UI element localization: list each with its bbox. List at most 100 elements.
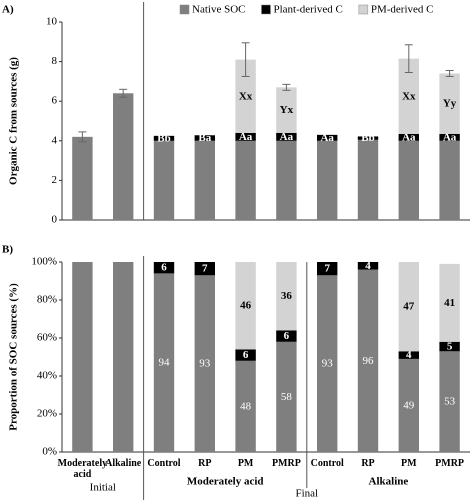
x-tick-label: RP [198, 458, 212, 469]
significance-letter: Yy [443, 98, 457, 110]
y-tick-label: 0% [42, 446, 57, 458]
bar-segment [153, 273, 175, 452]
bar-segment [398, 358, 419, 452]
bar-segment [439, 140, 460, 220]
bar-segment [276, 341, 297, 452]
bar-segment [194, 275, 215, 452]
bar-segment [153, 140, 175, 220]
bar-segment [439, 341, 460, 352]
value-label: 6 [284, 330, 290, 342]
value-label: 5 [447, 341, 453, 353]
bar-segment [153, 135, 175, 141]
bar-segment [439, 133, 460, 141]
group-label: Alkaline [369, 476, 409, 488]
y-tick-label: 80% [37, 294, 57, 306]
bar-segment [398, 262, 419, 352]
y-tick-label: 20% [37, 408, 57, 420]
x-tick-label: Control [147, 458, 181, 469]
y-tick-label: 10 [46, 16, 58, 28]
bar-segment [357, 139, 379, 220]
legend-swatch [358, 4, 369, 15]
value-label: 93 [322, 358, 334, 370]
bar-segment [317, 140, 338, 220]
value-label: 58 [281, 391, 293, 403]
value-label: 4 [406, 349, 412, 361]
value-label: 7 [324, 263, 330, 275]
significance-letter: Ba [198, 132, 211, 144]
value-label: 96 [363, 355, 375, 367]
value-label: 6 [161, 262, 167, 274]
significance-letter: Aa [239, 131, 253, 143]
value-label: 53 [444, 396, 456, 408]
y-tick-label: 60% [37, 332, 57, 344]
bar-segment [398, 140, 419, 220]
bar-segment [439, 351, 460, 452]
bar-segment [357, 269, 379, 452]
bar-segment [276, 132, 297, 141]
value-label: 49 [403, 399, 415, 411]
value-label: 93 [199, 358, 211, 370]
legend-label: Native SOC [192, 4, 245, 16]
value-label: 94 [159, 357, 171, 369]
x-tick-label: Moderately acid [57, 458, 108, 480]
bar-segment [439, 73, 460, 134]
bar-segment [235, 59, 256, 133]
y-tick-label: 4 [52, 134, 58, 146]
legend-label: PM-derived C [371, 4, 434, 16]
bar-segment [276, 140, 297, 220]
bar-segment [113, 262, 134, 452]
y-tick-label: 100% [31, 256, 57, 268]
legend-label: Plant-derived C [273, 4, 342, 16]
bar-segment [317, 275, 338, 452]
y-tick-label: 6 [52, 95, 58, 107]
significance-letter: Aa [320, 132, 334, 144]
bar-segment [317, 262, 338, 276]
x-tick-label: Control [310, 458, 344, 469]
value-label: 7 [202, 263, 208, 275]
significance-letter: Aa [280, 131, 294, 143]
significance-letter: Xx [239, 90, 253, 102]
bar-segment [194, 135, 215, 141]
value-label: 47 [403, 301, 415, 313]
bar-segment [276, 262, 297, 331]
significance-letter: Aa [443, 131, 457, 143]
x-tick-label: PM [237, 458, 254, 469]
significance-letter: Bb [157, 132, 170, 144]
x-tick-label: Alkaline [105, 458, 142, 469]
group-label: Moderately acid [187, 476, 264, 488]
x-tick-label: PMRP [271, 458, 301, 469]
bar-segment [398, 58, 419, 134]
bar-segment [357, 262, 379, 270]
y-tick-label: 8 [52, 55, 58, 67]
bar-segment [235, 349, 256, 361]
group-label: Final [295, 488, 318, 500]
legend-swatch [179, 4, 190, 15]
legend-swatch [261, 4, 271, 15]
bar-segment [317, 134, 338, 141]
x-tick-label: PMRP [435, 458, 465, 469]
value-label: 41 [444, 297, 455, 309]
significance-letter: Bb [361, 132, 374, 144]
bar-segment [276, 330, 297, 342]
value-label: 4 [365, 260, 371, 272]
y-axis-title: Organic C from sources (g) [8, 57, 20, 185]
bar-segment [357, 136, 379, 140]
y-axis-title: Proportion of SOC sources (%) [8, 283, 20, 431]
y-tick-label: 40% [37, 370, 57, 382]
bar-segment [194, 262, 215, 276]
bar-segment [398, 133, 419, 141]
bar-segment [235, 132, 256, 141]
significance-letter: Yx [280, 104, 294, 116]
bar-segment [113, 93, 134, 220]
x-tick-label: PM [401, 458, 417, 469]
y-tick-label: 2 [52, 174, 58, 186]
value-label: 6 [243, 349, 249, 361]
significance-letter: Xx [402, 90, 416, 102]
bar-segment [72, 136, 93, 220]
significance-letter: Aa [402, 131, 416, 143]
value-label: 36 [281, 290, 293, 302]
panel-label: B) [2, 244, 13, 256]
bar-segment [235, 262, 256, 350]
